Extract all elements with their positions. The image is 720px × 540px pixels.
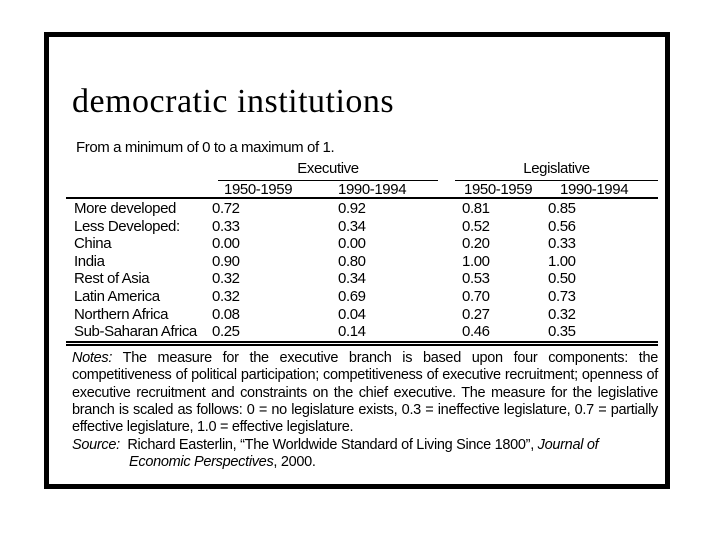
cell-value: 1.00 [548,252,576,270]
row-label: Northern Africa [74,305,169,323]
row-label: Rest of Asia [74,270,150,288]
cell-value: 0.73 [548,287,576,305]
cell-value: 0.32 [212,270,240,288]
cell-value: 0.14 [338,323,366,341]
table-row: More developed 0.72 0.92 0.81 0.85 [66,200,658,218]
slide-subtitle: From a minimum of 0 to a maximum of 1. [76,139,335,156]
row-label: Latin America [74,287,160,305]
cell-value: 0.85 [548,200,576,217]
cell-value: 0.90 [212,252,240,270]
source-label: Source: [72,436,120,453]
source-journal: Journal of Economic Perspectives [129,436,599,471]
cell-value: 0.56 [548,217,576,235]
cell-value: 0.81 [462,200,490,217]
row-label: India [74,252,105,270]
cell-value: 0.20 [462,235,490,253]
cell-value: 0.00 [212,235,240,253]
table-notes: Notes: The measure for the executive bra… [66,350,658,437]
source-text: Richard Easterlin, “The Worldwide Standa… [127,436,538,453]
cell-value: 0.50 [548,270,576,288]
cell-value: 0.32 [548,305,576,323]
cell-value: 0.04 [338,305,366,323]
table-group-header-row: Executive Legislative [66,159,658,181]
cell-value: 0.25 [212,323,240,341]
year-header: 1990-1994 [560,181,629,198]
cell-value: 0.00 [338,235,366,253]
table-row: Rest of Asia 0.32 0.34 0.53 0.50 [66,270,658,288]
table-body: More developed 0.72 0.92 0.81 0.85 Less … [66,199,658,346]
cell-value: 0.46 [462,323,490,341]
data-table: Executive Legislative 1950-1959 1990-199… [66,159,658,472]
cell-value: 0.34 [338,217,366,235]
notes-label: Notes: [72,349,113,366]
cell-value: 0.32 [212,287,240,305]
year-header-spacer [66,181,212,198]
cell-value: 0.53 [462,270,490,288]
group-header-spacer [66,159,212,181]
cell-value: 1.00 [462,252,490,270]
source-text-end: , 2000. [273,454,316,471]
cell-value: 0.72 [212,200,240,217]
table-row: Less Developed: 0.33 0.34 0.52 0.56 [66,218,658,236]
table-row: Sub-Saharan Africa 0.25 0.14 0.46 0.35 [66,323,658,341]
table-row: Northern Africa 0.08 0.04 0.27 0.32 [66,306,658,324]
year-header: 1950-1959 [224,181,293,198]
row-label: Sub-Saharan Africa [74,323,197,341]
row-label: More developed [74,200,176,217]
table-year-header-row: 1950-1959 1990-1994 1950-1959 1990-1994 [66,181,658,199]
table-row: India 0.90 0.80 1.00 1.00 [66,253,658,271]
cell-value: 0.92 [338,200,366,217]
group-header-executive: Executive [218,159,438,181]
table-row: China 0.00 0.00 0.20 0.33 [66,235,658,253]
slide-title: democratic institutions [72,83,395,120]
notes-text: The measure for the executive branch is … [72,349,658,436]
cell-value: 0.35 [548,323,576,341]
cell-value: 0.70 [462,287,490,305]
table-row: Latin America 0.32 0.69 0.70 0.73 [66,288,658,306]
table-source: Source: Richard Easterlin, “The Worldwid… [66,437,658,472]
cell-value: 0.52 [462,217,490,235]
slide: democratic institutions From a minimum o… [44,32,670,489]
cell-value: 0.27 [462,305,490,323]
cell-value: 0.34 [338,270,366,288]
year-header: 1990-1994 [338,181,407,198]
cell-value: 0.33 [548,235,576,253]
row-label: China [74,235,112,253]
row-label: Less Developed: [74,217,180,235]
year-header: 1950-1959 [464,181,533,198]
cell-value: 0.80 [338,252,366,270]
cell-value: 0.69 [338,287,366,305]
cell-value: 0.08 [212,305,240,323]
group-header-legislative: Legislative [455,159,658,181]
cell-value: 0.33 [212,217,240,235]
